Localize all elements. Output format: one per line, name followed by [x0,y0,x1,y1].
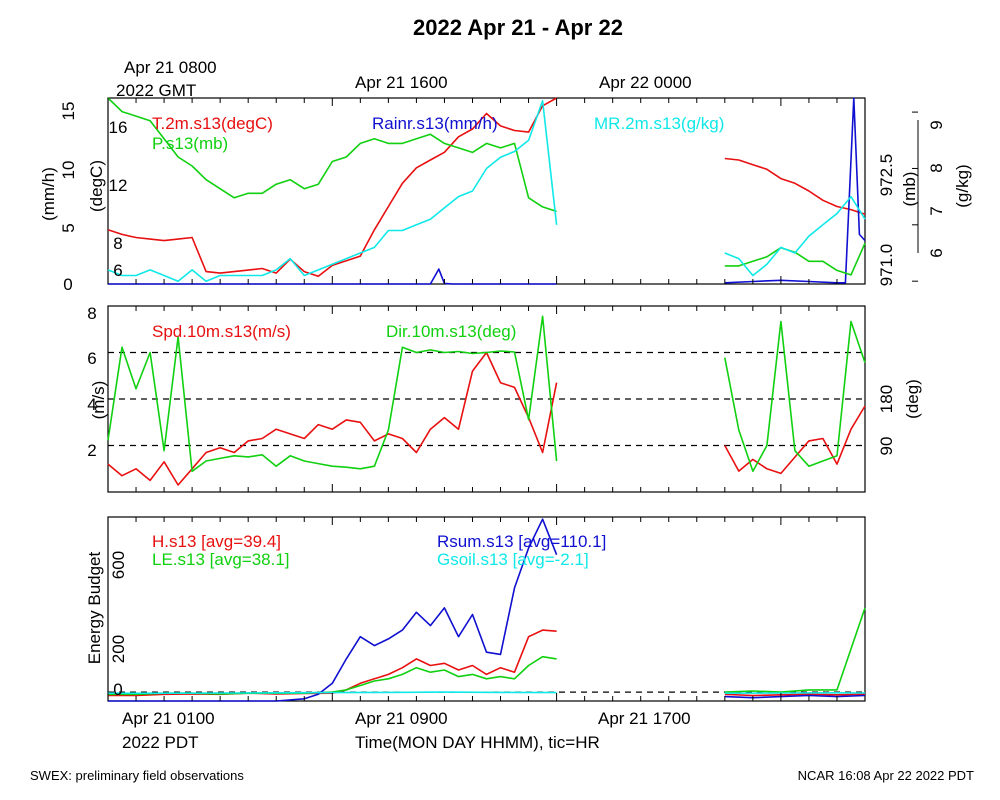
energy-panel: 0 200 600 Energy Budget H.s13 [avg=39.4]… [85,516,866,752]
mr-tick-label: 6 [927,248,946,257]
x-axis-label: Time(MON DAY HHMM), tic=HR [355,733,600,752]
series-line-gsoil-s13-avg-2-1 [108,691,866,694]
rain-tick-label: 5 [59,223,78,232]
pres-axis-label: (mb) [900,172,919,207]
series-line-spd-10m-s13-m-s [107,351,866,486]
energy-series [108,518,866,702]
x-tick-label: Apr 21 0100 [122,709,215,728]
chart-title: 2022 Apr 21 - Apr 22 [413,15,623,40]
rain-axis-label: (mm/h) [39,167,58,221]
direction-tick-label: 90 [877,437,896,456]
met-series [107,97,866,285]
x-tick-label: Apr 21 0900 [355,709,448,728]
direction-axis-label: (deg) [903,379,922,419]
speed-tick-label: 2 [87,441,96,460]
rain-tick-label: 10 [59,161,78,180]
legend-pressure: P.s13(mb) [152,134,228,153]
energy-tick-label: 200 [109,635,128,663]
legend-latent-heat: LE.s13 [avg=38.1] [152,550,290,569]
wind-tick-marks [107,306,866,492]
temp-axis-label: (degC) [87,160,106,212]
top-time-label-1: Apr 21 0800 [124,58,217,77]
top-zone-label: 2022 GMT [116,81,196,100]
mr-tick-label: 7 [927,206,946,215]
wind-reference-lines [108,351,865,447]
wind-series [107,315,866,486]
mr-axis-label: (g/kg) [953,164,972,207]
legend-net-radiation: Rsum.s13 [avg=110.1] [437,532,606,551]
energy-tick-marks [107,517,866,701]
met-tick-marks [107,98,866,284]
pres-tick-label: 971.0 [877,244,896,287]
legend-soil-heat: Gsoil.s13 [avg=-2.1] [437,550,589,569]
series-line-h-s13-avg-39-4 [108,629,866,697]
direction-tick-label: 180 [877,385,896,413]
x-tick-label: Apr 21 1700 [598,709,691,728]
series-line-rsum-s13-avg-110-1 [108,518,866,702]
legend-sensible-heat: H.s13 [avg=39.4] [152,532,281,551]
energy-axis-label: Energy Budget [85,551,104,664]
x-zone-label: 2022 PDT [122,733,199,752]
series-line-mr-2m-s13-g-kg [107,100,866,282]
legend-wind-direction: Dir.10m.s13(deg) [386,322,516,341]
wind-panel: 2 4 6 8 (m/s) 90 180 (deg) Spd.10m.s13(m… [87,304,922,493]
series-line-le-s13-avg-38-1 [108,607,866,696]
series-line-dir-10m-s13-deg [107,315,866,473]
met-panel: 0 5 10 15 (mm/h) 6 8 12 16 (degC) 971.0 … [39,97,972,294]
temp-tick-label: 6 [113,261,122,280]
top-time-label-3: Apr 22 0000 [599,73,692,92]
legend-rain-rate: Rainr.s13(mm/h) [372,114,498,133]
rain-tick-label: 15 [59,102,78,121]
mr-tick-label: 9 [927,120,946,129]
speed-tick-label: 4 [87,395,96,414]
temp-tick-label: 8 [113,234,122,253]
pres-tick-label: 972.5 [877,154,896,197]
top-time-label-2: Apr 21 1600 [355,73,448,92]
rain-tick-label: 0 [63,275,72,294]
speed-axis-label: (m/s) [89,381,108,420]
speed-tick-label: 8 [87,304,96,323]
speed-tick-label: 6 [87,349,96,368]
temp-tick-label: 16 [109,118,128,137]
temp-tick-label: 12 [109,176,128,195]
legend-mixing-ratio: MR.2m.s13(g/kg) [594,114,724,133]
footer-timestamp: NCAR 16:08 Apr 22 2022 PDT [798,768,974,783]
legend-temperature: T.2m.s13(degC) [152,114,273,133]
legend-wind-speed: Spd.10m.s13(m/s) [152,322,291,341]
energy-tick-label: 600 [109,551,128,579]
energy-tick-label: 0 [113,680,122,699]
footer-source: SWEX: preliminary field observations [30,768,244,783]
mr-tick-marks [912,111,918,282]
mr-tick-label: 8 [927,163,946,172]
